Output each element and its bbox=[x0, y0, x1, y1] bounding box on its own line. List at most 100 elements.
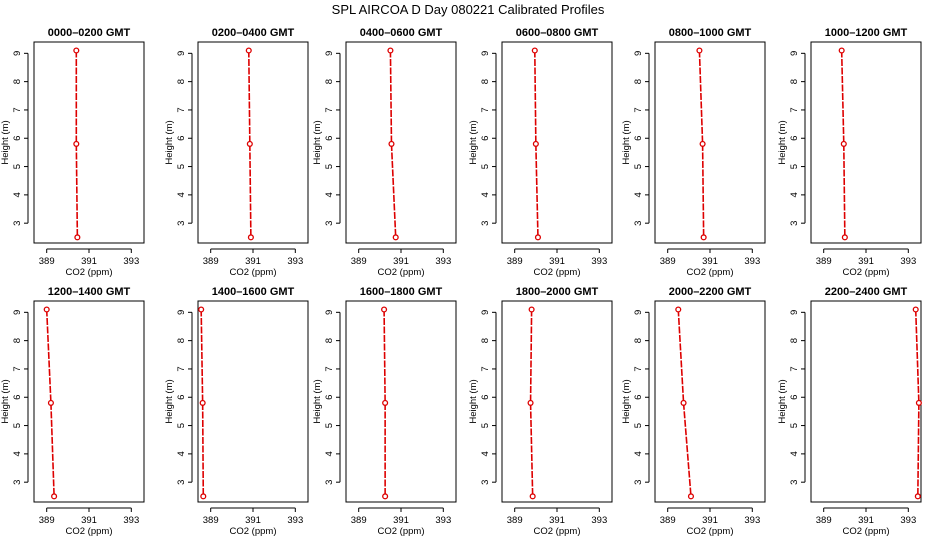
x-tick-label: 389 bbox=[816, 256, 832, 267]
x-axis-label: CO2 (ppm) bbox=[230, 526, 277, 537]
panel-title: 0800–1000 GMT bbox=[669, 27, 752, 39]
profile-line bbox=[840, 50, 846, 238]
x-tick-label: 391 bbox=[549, 515, 565, 526]
chart-panel-7: 1200–1400 GMT 389 391 393 CO2 (ppm) 3 4 5 6 7 8 9 He… bbox=[0, 286, 145, 537]
x-tick-label: 393 bbox=[591, 515, 607, 526]
y-axis-label: Height (m) bbox=[621, 120, 632, 164]
y-tick-label: 3 bbox=[789, 221, 800, 226]
y-tick-label: 6 bbox=[324, 136, 335, 141]
x-tick-label: 391 bbox=[549, 256, 565, 267]
plot-frame bbox=[810, 41, 922, 244]
x-axis-label: CO2 (ppm) bbox=[534, 526, 581, 537]
chart-panel-10: 1800–2000 GMT 389 391 393 CO2 (ppm) 3 4 5 6 7 8 9 He… bbox=[468, 286, 613, 537]
plot-frame bbox=[197, 300, 309, 503]
x-tick-label: 393 bbox=[287, 515, 303, 526]
profile-line bbox=[914, 309, 920, 497]
data-point bbox=[840, 140, 847, 147]
profile-line bbox=[389, 50, 397, 238]
x-axis-label: CO2 (ppm) bbox=[66, 526, 113, 537]
plot-frame bbox=[654, 300, 766, 503]
y-tick-label: 6 bbox=[633, 395, 644, 400]
y-axis-label: Height (m) bbox=[164, 120, 175, 164]
y-axis-label: Height (m) bbox=[468, 379, 479, 423]
x-tick-label: 389 bbox=[507, 515, 523, 526]
y-tick-label: 5 bbox=[789, 164, 800, 169]
y-axis-label: Height (m) bbox=[312, 379, 323, 423]
x-tick-label: 393 bbox=[744, 256, 760, 267]
plot-frame bbox=[654, 41, 766, 244]
y-tick-label: 7 bbox=[176, 366, 187, 371]
chart-panel-9: 1600–1800 GMT 389 391 393 CO2 (ppm) 3 4 5 6 7 8 9 He… bbox=[312, 286, 457, 537]
plot-frame bbox=[345, 300, 457, 503]
data-point bbox=[675, 306, 682, 313]
y-tick-label: 9 bbox=[633, 310, 644, 315]
data-point bbox=[198, 306, 205, 313]
x-axis-label: CO2 (ppm) bbox=[378, 526, 425, 537]
y-tick-label: 7 bbox=[633, 366, 644, 371]
y-tick-label: 7 bbox=[633, 107, 644, 112]
x-tick-label: 391 bbox=[245, 515, 261, 526]
profile-line bbox=[533, 50, 539, 238]
x-tick-label: 393 bbox=[900, 515, 916, 526]
profile-line bbox=[75, 50, 79, 238]
x-tick-label: 393 bbox=[900, 256, 916, 267]
data-point bbox=[199, 399, 206, 406]
profile-line bbox=[200, 309, 205, 497]
x-tick-label: 391 bbox=[393, 515, 409, 526]
y-tick-label: 6 bbox=[633, 136, 644, 141]
x-tick-label: 389 bbox=[816, 515, 832, 526]
plot-frame bbox=[810, 300, 922, 503]
data-point bbox=[914, 493, 921, 500]
data-point bbox=[680, 399, 687, 406]
y-tick-label: 6 bbox=[12, 136, 23, 141]
y-tick-label: 5 bbox=[633, 164, 644, 169]
y-axis-label: Height (m) bbox=[0, 379, 11, 423]
data-point bbox=[43, 306, 50, 313]
y-axis-label: Height (m) bbox=[468, 120, 479, 164]
chart-panel-2: 0200–0400 GMT 389 391 393 CO2 (ppm) 3 4 5 6 7 8 9 He… bbox=[164, 27, 309, 278]
x-tick-label: 391 bbox=[245, 256, 261, 267]
profile-line bbox=[698, 50, 705, 238]
y-tick-label: 3 bbox=[176, 221, 187, 226]
panel-title: 0200–0400 GMT bbox=[212, 27, 295, 39]
plot-frame bbox=[501, 300, 613, 503]
panel-title: 2000–2200 GMT bbox=[669, 286, 752, 298]
y-tick-label: 8 bbox=[789, 79, 800, 84]
data-point bbox=[915, 399, 922, 406]
y-tick-label: 7 bbox=[789, 107, 800, 112]
data-point bbox=[696, 47, 703, 54]
y-tick-label: 9 bbox=[12, 310, 23, 315]
y-tick-label: 9 bbox=[789, 51, 800, 56]
y-tick-label: 6 bbox=[789, 136, 800, 141]
data-point bbox=[699, 140, 706, 147]
y-tick-label: 8 bbox=[633, 79, 644, 84]
y-tick-label: 3 bbox=[633, 480, 644, 485]
data-point bbox=[527, 399, 534, 406]
y-tick-label: 5 bbox=[12, 423, 23, 428]
plot-frame bbox=[501, 41, 613, 244]
y-tick-label: 9 bbox=[176, 310, 187, 315]
y-tick-label: 4 bbox=[789, 192, 800, 197]
data-point bbox=[247, 234, 254, 241]
chart-panel-11: 2000–2200 GMT 389 391 393 CO2 (ppm) 3 4 5 6 7 8 9 He… bbox=[621, 286, 766, 537]
x-tick-label: 393 bbox=[435, 515, 451, 526]
y-tick-label: 9 bbox=[480, 310, 491, 315]
y-axis-label: Height (m) bbox=[312, 120, 323, 164]
y-tick-label: 6 bbox=[480, 136, 491, 141]
y-tick-label: 4 bbox=[12, 451, 23, 456]
panel-title: 0000–0200 GMT bbox=[48, 27, 131, 39]
y-tick-label: 8 bbox=[12, 338, 23, 343]
y-tick-label: 9 bbox=[789, 310, 800, 315]
y-tick-label: 4 bbox=[324, 192, 335, 197]
y-tick-label: 4 bbox=[633, 451, 644, 456]
y-tick-label: 5 bbox=[176, 423, 187, 428]
data-point bbox=[531, 47, 538, 54]
chart-panel-4: 0600–0800 GMT 389 391 393 CO2 (ppm) 3 4 5 6 7 8 9 He… bbox=[468, 27, 613, 278]
y-tick-label: 9 bbox=[12, 51, 23, 56]
y-tick-label: 8 bbox=[480, 79, 491, 84]
panel-title: 0600–0800 GMT bbox=[516, 27, 599, 39]
y-tick-label: 8 bbox=[12, 79, 23, 84]
y-tick-label: 7 bbox=[176, 107, 187, 112]
data-point bbox=[529, 493, 536, 500]
data-point bbox=[387, 47, 394, 54]
